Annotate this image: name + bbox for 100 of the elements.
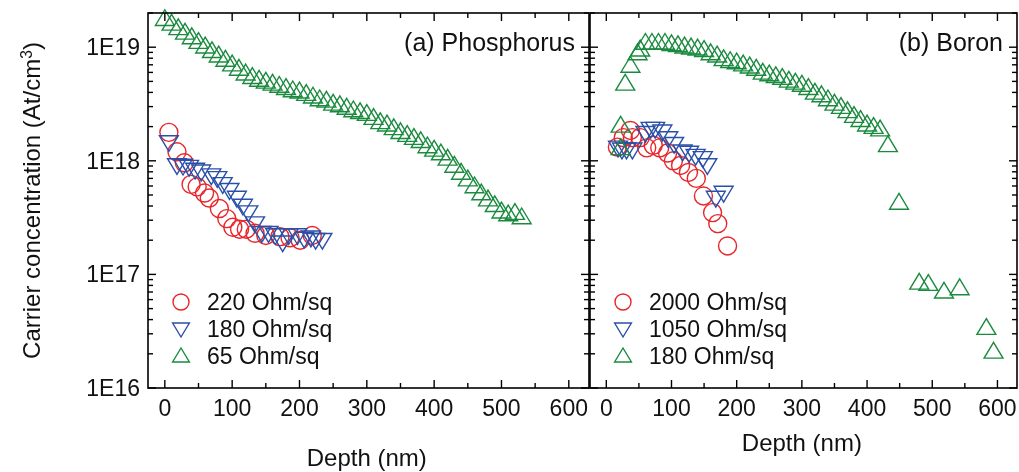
point [270, 226, 290, 247]
point [209, 198, 230, 219]
point [300, 230, 322, 248]
point [504, 202, 526, 221]
point [188, 31, 209, 50]
point [174, 22, 196, 40]
point [869, 119, 891, 137]
point [630, 39, 651, 57]
point [410, 131, 431, 149]
point [343, 100, 364, 118]
point [424, 139, 445, 157]
point [637, 138, 657, 158]
point [648, 32, 669, 50]
point [245, 223, 265, 243]
point [167, 142, 187, 162]
point [949, 278, 970, 296]
point [215, 49, 236, 67]
point [511, 207, 532, 225]
point [817, 89, 839, 107]
point [678, 145, 700, 163]
point [759, 64, 780, 82]
point [708, 213, 728, 234]
point [161, 13, 182, 31]
point [184, 162, 206, 180]
point [181, 27, 202, 45]
point [457, 169, 478, 187]
point [232, 198, 254, 216]
x-tick-label: 600 [549, 395, 588, 421]
point [627, 43, 648, 61]
point [686, 168, 706, 189]
point [726, 52, 747, 70]
point [645, 121, 666, 139]
point [837, 101, 858, 119]
point [667, 35, 689, 53]
point [450, 162, 472, 180]
y-tick-label: 1E16 [86, 375, 140, 401]
point [909, 272, 930, 290]
point [765, 66, 786, 84]
point [772, 67, 793, 86]
point [316, 90, 337, 108]
point [640, 121, 661, 139]
x-tick-label: 400 [847, 395, 887, 421]
point [641, 32, 663, 50]
point [329, 95, 351, 113]
point [654, 32, 676, 50]
point [222, 54, 243, 72]
point [275, 78, 297, 96]
y-tick-label: 1E18 [86, 147, 140, 174]
point [713, 185, 734, 203]
point [785, 72, 806, 90]
point [356, 103, 377, 122]
point [265, 228, 286, 246]
point [830, 96, 852, 115]
point [491, 201, 512, 219]
point [269, 75, 290, 93]
point [657, 143, 678, 163]
x-tick-label: 100 [652, 395, 691, 421]
point [195, 36, 216, 54]
point [663, 151, 684, 171]
point [248, 69, 270, 87]
point [251, 225, 272, 244]
point [643, 135, 663, 155]
point [674, 36, 695, 54]
point [635, 125, 656, 143]
point [464, 176, 485, 194]
legend-label: 1050 Ohm/sq [649, 316, 788, 342]
x-axis-title: Depth (nm) [741, 429, 862, 456]
point [194, 183, 215, 203]
point [477, 189, 499, 207]
point [187, 177, 207, 197]
x-tick-label: 300 [347, 395, 386, 421]
point [302, 225, 322, 246]
x-tick-label: 0 [158, 395, 172, 421]
point [615, 73, 636, 91]
legend-label: 180 Ohm/sq [649, 343, 775, 369]
point [430, 143, 452, 161]
point [918, 273, 939, 292]
point [242, 66, 263, 85]
point [693, 186, 714, 206]
point [370, 112, 391, 130]
point [282, 80, 303, 98]
point [159, 122, 179, 143]
point [685, 148, 706, 166]
point [746, 58, 767, 76]
text: (b) Boron [898, 28, 1003, 56]
point [752, 62, 773, 80]
point [272, 235, 293, 253]
point [349, 102, 371, 120]
point [713, 49, 734, 67]
point [287, 228, 308, 246]
point [219, 182, 240, 200]
x-tick-label: 0 [599, 395, 613, 421]
x-tick-label: 300 [782, 395, 822, 421]
point [661, 34, 682, 52]
point [702, 202, 723, 223]
point [212, 176, 233, 195]
point [863, 116, 884, 135]
point [403, 127, 425, 146]
point [678, 162, 699, 183]
x-tick-label: 100 [212, 395, 252, 421]
